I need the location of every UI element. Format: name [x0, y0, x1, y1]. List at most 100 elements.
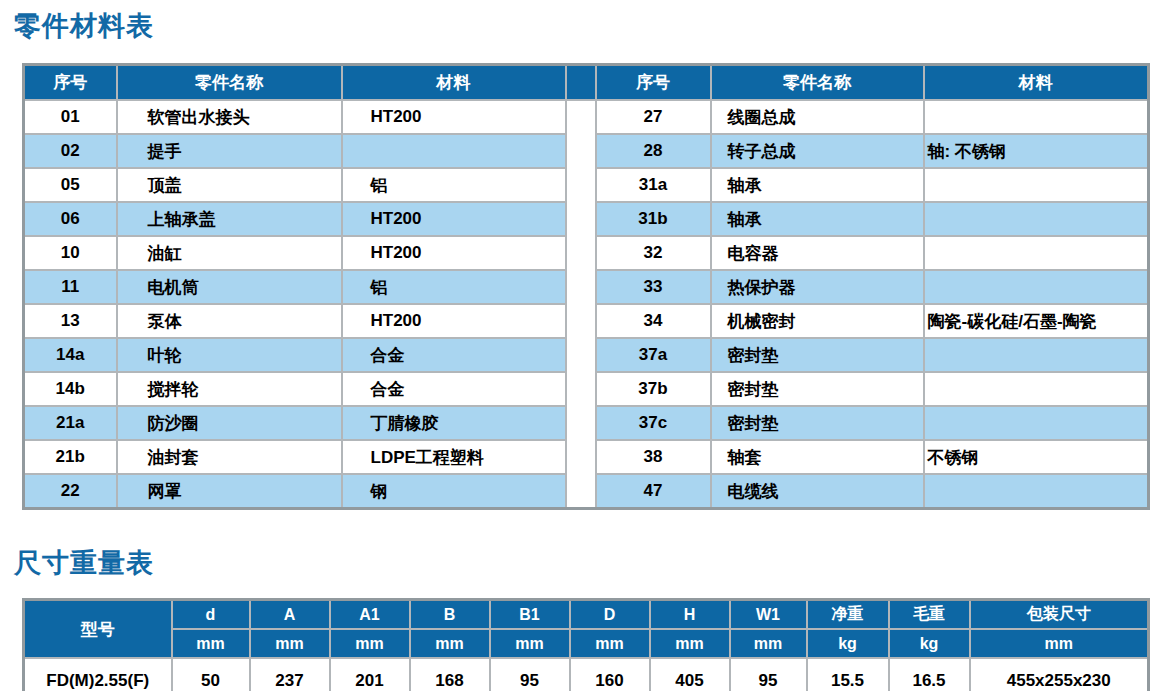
part-name-cell: 线圈总成: [711, 100, 924, 134]
part-num-cell: 27: [596, 100, 711, 134]
part-name-cell: 密封垫: [711, 338, 924, 372]
part-material-cell: 轴: 不锈钢: [924, 134, 1149, 168]
part-num-cell: 38: [596, 440, 711, 474]
dim-value-cell: 50: [172, 658, 250, 691]
part-num-cell: 28: [596, 134, 711, 168]
part-name-cell: 电缆线: [711, 474, 924, 509]
part-num-cell: 47: [596, 474, 711, 509]
parts-material-table: 序号 零件名称 材料 序号 零件名称 材料 01 软管出水接头 HT200 27…: [22, 63, 1150, 510]
part-material-cell: HT200: [342, 202, 566, 236]
col-header-name: 零件名称: [711, 65, 924, 101]
dims-weight-table: 型号 d A A1 B B1 D H W1 净重 毛重 包装尺寸 mm mm m…: [22, 598, 1150, 691]
dim-value-cell: 95: [730, 658, 807, 691]
table-unit-row: mm mm mm mm mm mm mm mm kg kg mm: [24, 629, 1149, 658]
part-name-cell: 热保护器: [711, 270, 924, 304]
part-material-cell: [924, 270, 1149, 304]
parts-table-title: 零件材料表: [14, 8, 1169, 44]
table-gap-header: [566, 65, 596, 101]
unit-cell: mm: [970, 629, 1149, 658]
part-num-cell: 31a: [596, 168, 711, 202]
part-name-cell: 油封套: [117, 440, 342, 474]
part-name-cell: 顶盖: [117, 168, 342, 202]
part-material-cell: 铝: [342, 168, 566, 202]
part-num-cell: 21a: [24, 406, 117, 440]
unit-cell: mm: [730, 629, 807, 658]
dim-value-cell: 405: [650, 658, 730, 691]
unit-cell: mm: [410, 629, 490, 658]
part-material-cell: [924, 338, 1149, 372]
part-material-cell: 陶瓷-碳化硅/石墨-陶瓷: [924, 304, 1149, 338]
dim-value-cell: 168: [410, 658, 490, 691]
part-num-cell: 02: [24, 134, 117, 168]
part-name-cell: 轴承: [711, 168, 924, 202]
dims-table-title: 尺寸重量表: [14, 545, 1169, 581]
part-material-cell: [924, 372, 1149, 406]
part-material-cell: 合金: [342, 372, 566, 406]
part-num-cell: 14b: [24, 372, 117, 406]
col-header-num: 序号: [596, 65, 711, 101]
part-num-cell: 31b: [596, 202, 711, 236]
table-row: 01 软管出水接头 HT200 27 线圈总成: [24, 100, 1149, 134]
part-material-cell: HT200: [342, 100, 566, 134]
dim-value-cell: 237: [250, 658, 330, 691]
dim-value-cell: 201: [330, 658, 410, 691]
part-name-cell: 泵体: [117, 304, 342, 338]
part-name-cell: 叶轮: [117, 338, 342, 372]
part-material-cell: [342, 134, 566, 168]
model-cell: FD(M)2.55(F): [24, 658, 172, 691]
dim-value-cell: 455x255x230: [970, 658, 1149, 691]
part-material-cell: 合金: [342, 338, 566, 372]
part-name-cell: 油缸: [117, 236, 342, 270]
part-num-cell: 21b: [24, 440, 117, 474]
part-num-cell: 22: [24, 474, 117, 509]
part-name-cell: 转子总成: [711, 134, 924, 168]
table-header-row: 型号 d A A1 B B1 D H W1 净重 毛重 包装尺寸: [24, 600, 1149, 630]
col-header-material: 材料: [342, 65, 566, 101]
table-header-row: 序号 零件名称 材料 序号 零件名称 材料: [24, 65, 1149, 101]
col-header-W1: W1: [730, 600, 807, 630]
col-header-name: 零件名称: [117, 65, 342, 101]
part-name-cell: 网罩: [117, 474, 342, 509]
part-material-cell: [924, 168, 1149, 202]
part-num-cell: 37a: [596, 338, 711, 372]
col-header-d: d: [172, 600, 250, 630]
unit-cell: mm: [330, 629, 410, 658]
part-num-cell: 05: [24, 168, 117, 202]
part-name-cell: 软管出水接头: [117, 100, 342, 134]
col-header-gross-weight: 毛重: [889, 600, 970, 630]
table-gap-spacer: [566, 100, 596, 509]
unit-cell: mm: [172, 629, 250, 658]
dim-value-cell: 160: [570, 658, 650, 691]
unit-cell: mm: [650, 629, 730, 658]
table-row: FD(M)2.55(F) 50 237 201 168 95 160 405 9…: [24, 658, 1149, 691]
part-material-cell: LDPE工程塑料: [342, 440, 566, 474]
part-material-cell: HT200: [342, 236, 566, 270]
part-material-cell: [924, 100, 1149, 134]
part-num-cell: 37b: [596, 372, 711, 406]
part-name-cell: 密封垫: [711, 406, 924, 440]
part-material-cell: 钢: [342, 474, 566, 509]
part-num-cell: 32: [596, 236, 711, 270]
part-num-cell: 11: [24, 270, 117, 304]
part-name-cell: 电容器: [711, 236, 924, 270]
part-material-cell: [924, 202, 1149, 236]
part-num-cell: 10: [24, 236, 117, 270]
part-num-cell: 01: [24, 100, 117, 134]
col-header-D: D: [570, 600, 650, 630]
col-header-num: 序号: [24, 65, 117, 101]
col-header-A: A: [250, 600, 330, 630]
part-name-cell: 密封垫: [711, 372, 924, 406]
unit-cell: mm: [570, 629, 650, 658]
part-num-cell: 37c: [596, 406, 711, 440]
part-material-cell: 丁腈橡胶: [342, 406, 566, 440]
part-name-cell: 搅拌轮: [117, 372, 342, 406]
part-num-cell: 33: [596, 270, 711, 304]
part-name-cell: 轴套: [711, 440, 924, 474]
page: 零件材料表 序号 零件名称 材料 序号 零件名称 材料 01 软管出水接头 HT…: [0, 0, 1169, 691]
col-header-B1: B1: [490, 600, 570, 630]
col-header-net-weight: 净重: [807, 600, 889, 630]
part-name-cell: 电机筒: [117, 270, 342, 304]
part-name-cell: 防沙圈: [117, 406, 342, 440]
part-material-cell: 不锈钢: [924, 440, 1149, 474]
unit-cell: mm: [490, 629, 570, 658]
